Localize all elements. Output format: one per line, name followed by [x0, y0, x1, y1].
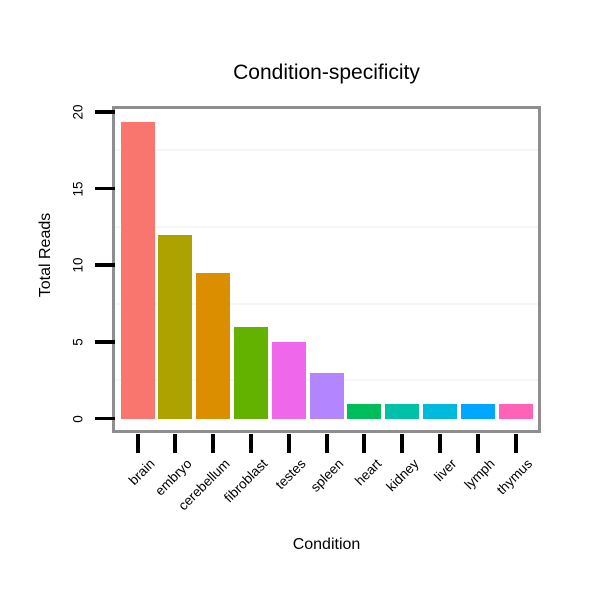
- x-axis-tick: [324, 433, 329, 453]
- y-axis-tick-label: 15: [70, 181, 86, 197]
- bar-thymus: [498, 403, 533, 419]
- x-axis-tick: [475, 433, 480, 453]
- bar-spleen: [309, 373, 344, 419]
- y-axis-tick-label: 20: [70, 104, 86, 120]
- minor-gridline: [115, 225, 538, 228]
- y-axis-title: Total Reads: [37, 212, 54, 298]
- y-axis-tick: [95, 110, 115, 114]
- x-axis-tick: [135, 433, 140, 453]
- bar-embryo: [158, 235, 193, 419]
- x-axis-title: Condition: [292, 536, 361, 553]
- x-axis-tick: [173, 433, 178, 453]
- x-axis-tick: [249, 433, 254, 453]
- y-axis-tick: [95, 340, 115, 344]
- y-axis-tick: [95, 263, 115, 267]
- chart-title: Condition-specificity: [233, 61, 420, 84]
- x-axis-tick-label: testes: [272, 456, 309, 493]
- x-axis-tick-label: spleen: [307, 456, 347, 495]
- bar-cerebellum: [196, 273, 231, 419]
- bar-fibroblast: [234, 327, 269, 419]
- bar-lymph: [460, 403, 495, 419]
- x-axis-tick: [400, 433, 405, 453]
- x-axis-tick-label: kidney: [383, 456, 422, 495]
- y-axis-tick-label: 0: [70, 414, 86, 423]
- bar-brain: [120, 121, 155, 419]
- plot-panel: [112, 106, 541, 433]
- bar-kidney: [385, 403, 420, 419]
- x-axis-tick-label: heart: [351, 456, 385, 489]
- x-axis-tick: [211, 433, 216, 453]
- bar-heart: [347, 403, 382, 419]
- x-axis-tick-label: brain: [125, 456, 158, 488]
- y-axis-tick-label: 5: [70, 338, 86, 346]
- x-axis-tick: [513, 433, 518, 453]
- x-axis-tick-label: thymus: [493, 456, 536, 498]
- minor-gridline: [115, 302, 538, 305]
- x-axis-tick-label: liver: [431, 456, 460, 485]
- bar-liver: [423, 403, 458, 419]
- x-axis-tick: [362, 433, 367, 453]
- x-axis-tick: [438, 433, 443, 453]
- x-axis-tick: [286, 433, 291, 453]
- y-axis-tick-label: 10: [70, 257, 86, 273]
- bar-testes: [271, 342, 306, 419]
- x-axis-tick-label: lymph: [461, 456, 498, 493]
- minor-gridline: [115, 149, 538, 152]
- y-axis-tick: [95, 186, 115, 191]
- y-axis-tick: [95, 416, 115, 421]
